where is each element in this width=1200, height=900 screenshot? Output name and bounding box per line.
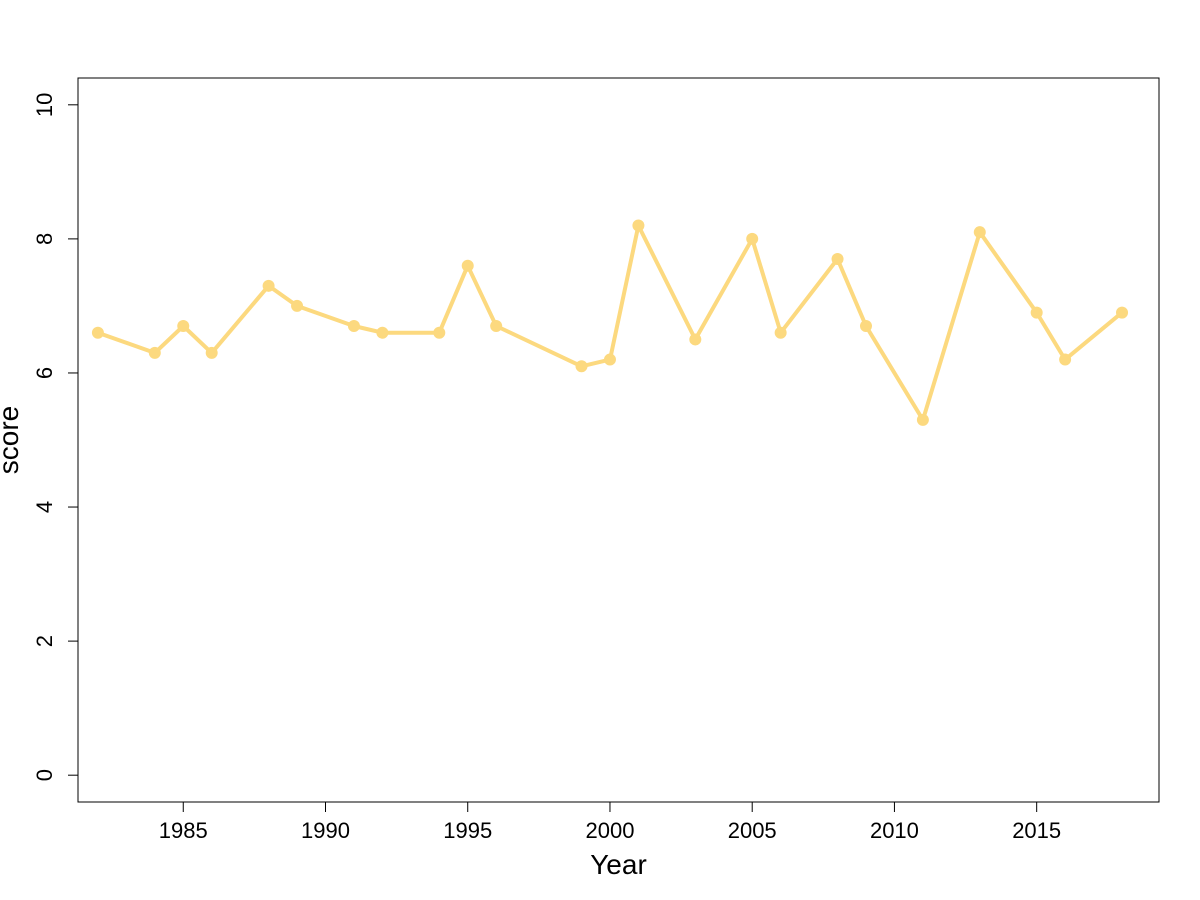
data-point (575, 360, 588, 373)
data-point (376, 326, 389, 339)
y-tick-label: 4 (32, 501, 57, 513)
y-tick-label: 10 (32, 93, 57, 117)
data-point (774, 326, 787, 339)
x-axis-title: Year (590, 849, 647, 880)
data-point (916, 413, 929, 426)
data-point (205, 346, 218, 359)
data-point (831, 253, 844, 265)
data-point (291, 299, 304, 312)
y-tick-label: 8 (32, 233, 57, 245)
data-point (689, 333, 702, 346)
data-point (148, 346, 161, 359)
series-layer (91, 219, 1129, 426)
data-point (746, 232, 759, 245)
data-point (1116, 306, 1129, 319)
x-tick-label: 1985 (159, 818, 208, 843)
y-tick-label: 2 (32, 635, 57, 647)
data-point (461, 259, 474, 272)
y-axis: 0 2 4 6 8 10 (32, 93, 79, 781)
data-point (973, 226, 986, 239)
y-axis-title: score (0, 406, 24, 474)
data-point (490, 320, 503, 333)
y-tick-label: 0 (32, 769, 57, 781)
x-tick-label: 2000 (585, 818, 634, 843)
x-tick-label: 1990 (301, 818, 350, 843)
x-tick-label: 2010 (870, 818, 919, 843)
series-line (97, 223, 1124, 422)
data-point (603, 353, 616, 366)
data-point (859, 320, 872, 333)
data-point (262, 279, 275, 292)
x-tick-label: 1995 (443, 818, 492, 843)
data-point (91, 326, 104, 339)
data-point (433, 326, 446, 339)
data-point (177, 320, 190, 333)
y-tick-label: 6 (32, 367, 57, 379)
x-tick-label: 2005 (728, 818, 777, 843)
data-point (1059, 353, 1072, 366)
data-point (1030, 306, 1043, 319)
plot-frame (77, 77, 1160, 803)
data-point (347, 320, 360, 333)
data-point (632, 219, 645, 232)
x-tick-label: 2015 (1012, 818, 1061, 843)
x-axis: 1985 1990 1995 2000 2005 2010 2015 (159, 801, 1061, 843)
